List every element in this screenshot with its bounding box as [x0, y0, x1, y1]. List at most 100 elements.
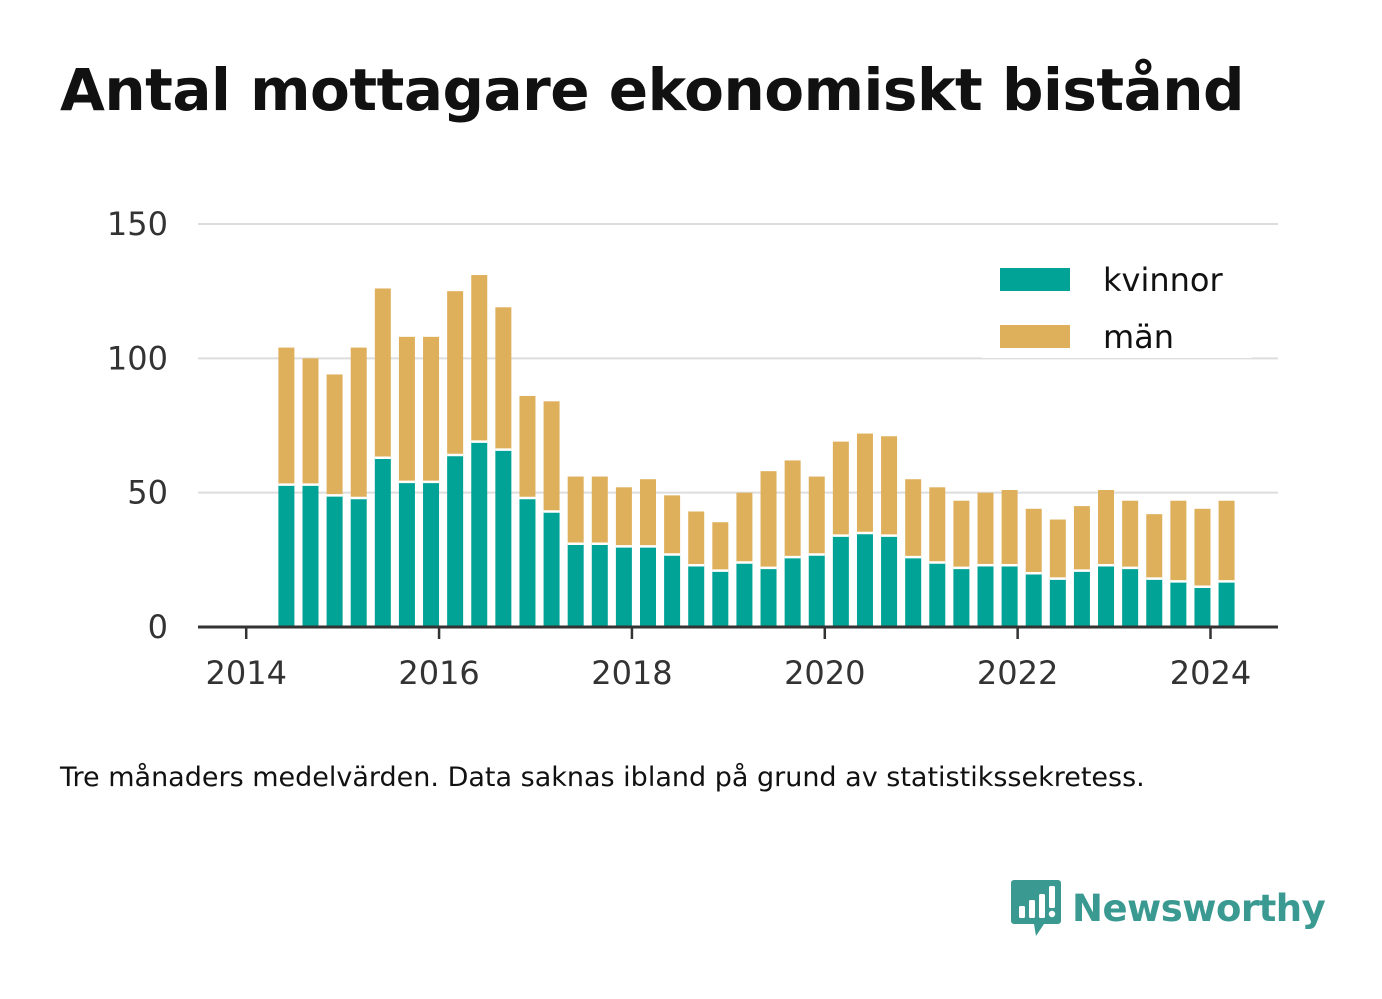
- bar-kvinnor: [423, 481, 440, 627]
- legend-label: kvinnor: [1103, 261, 1224, 299]
- bar-man: [326, 374, 343, 496]
- bar-man: [374, 288, 391, 458]
- x-tick-label: 2014: [205, 654, 286, 692]
- legend-label: män: [1103, 318, 1174, 356]
- bar-kvinnor: [374, 457, 391, 627]
- bar-kvinnor: [471, 441, 488, 627]
- bar-kvinnor: [278, 484, 295, 627]
- bar-man: [1218, 500, 1235, 582]
- bar-man: [543, 401, 560, 512]
- bar-man: [1098, 489, 1115, 566]
- bar-man: [350, 347, 367, 499]
- x-tick-label: 2022: [977, 654, 1058, 692]
- bar-kvinnor: [326, 495, 343, 627]
- bar-man: [664, 495, 681, 555]
- bar-man: [784, 460, 801, 558]
- bar-man: [953, 500, 970, 568]
- bar-man: [1194, 508, 1211, 587]
- bar-kvinnor: [302, 484, 319, 627]
- bar-kvinnor: [977, 565, 994, 627]
- bar-kvinnor: [350, 498, 367, 627]
- bar-kvinnor: [881, 535, 898, 627]
- x-tick-label: 2024: [1170, 654, 1251, 692]
- bar-kvinnor: [1146, 578, 1163, 627]
- bar-kvinnor: [784, 557, 801, 627]
- bar-man: [519, 395, 536, 499]
- bar-kvinnor: [615, 546, 632, 627]
- bar-kvinnor: [1049, 578, 1066, 627]
- bar-man: [447, 291, 464, 456]
- bar-kvinnor: [543, 511, 560, 627]
- bar-kvinnor: [591, 543, 608, 627]
- bar-man: [760, 471, 777, 568]
- bar-man: [423, 336, 440, 482]
- bar-kvinnor: [760, 567, 777, 627]
- bar-kvinnor: [712, 570, 729, 627]
- bar-man: [1049, 519, 1066, 579]
- y-tick-label: 150: [107, 205, 168, 243]
- bar-man: [1073, 506, 1090, 571]
- bar-kvinnor: [398, 481, 415, 627]
- bar-man: [832, 441, 849, 536]
- legend: kvinnor män: [982, 254, 1252, 358]
- bar-man: [1025, 508, 1042, 574]
- bar-man: [640, 479, 656, 547]
- bar-man: [808, 476, 825, 555]
- y-tick-label: 100: [107, 339, 168, 377]
- bar-kvinnor: [447, 455, 464, 627]
- bar-man: [929, 487, 946, 563]
- bar-kvinnor: [567, 543, 584, 627]
- bar-kvinnor: [1073, 570, 1090, 627]
- bars: [278, 275, 1235, 627]
- bar-man: [591, 476, 608, 544]
- bar-kvinnor: [1001, 565, 1018, 627]
- bar-man: [398, 336, 415, 482]
- bar-kvinnor: [640, 546, 656, 627]
- bar-kvinnor: [1218, 581, 1235, 627]
- bar-man: [302, 358, 319, 485]
- bar-man: [712, 522, 729, 571]
- bar-man: [856, 433, 873, 533]
- logo-text: Newsworthy: [1072, 886, 1326, 930]
- bar-man: [905, 479, 922, 558]
- x-tick-label: 2016: [398, 654, 479, 692]
- bar-man: [977, 492, 994, 566]
- bar-man: [736, 492, 753, 563]
- bar-kvinnor: [808, 554, 825, 627]
- bar-man: [471, 275, 488, 442]
- bar-kvinnor: [1194, 586, 1211, 627]
- legend-swatch: [1000, 325, 1070, 348]
- bar-man: [1001, 489, 1018, 566]
- bar-kvinnor: [832, 535, 849, 627]
- bar-kvinnor: [519, 498, 536, 627]
- bar-kvinnor: [688, 565, 705, 627]
- bar-man: [1122, 500, 1139, 568]
- footnote: Tre månaders medelvärden. Data saknas ib…: [60, 762, 1145, 793]
- bar-kvinnor: [953, 567, 970, 627]
- bar-man: [615, 487, 632, 547]
- bar-man: [495, 307, 512, 450]
- chart-title: Antal mottagare ekonomiskt bistånd: [60, 56, 1245, 124]
- bar-man: [278, 347, 295, 485]
- newsworthy-logo: Newsworthy: [1010, 878, 1326, 938]
- bar-man: [688, 511, 705, 566]
- stacked-bar-chart: 0 50 100 150 2014 2016 2018 2020 2022 2024 kvinn…: [107, 205, 1278, 692]
- bar-man: [1170, 500, 1187, 582]
- bar-kvinnor: [495, 449, 512, 627]
- bar-kvinnor: [664, 554, 681, 627]
- bar-kvinnor: [736, 562, 753, 627]
- bar-man: [1146, 514, 1163, 579]
- bar-chart-speech-bubble-icon: [1011, 880, 1061, 936]
- bar-kvinnor: [856, 532, 873, 627]
- bar-man: [567, 476, 584, 544]
- bar-kvinnor: [929, 562, 946, 627]
- axes: 2014 2016 2018 2020 2022 2024: [198, 625, 1278, 692]
- bar-kvinnor: [905, 557, 922, 627]
- y-tick-label: 0: [148, 608, 168, 646]
- y-tick-label: 50: [127, 474, 168, 512]
- bar-man: [881, 436, 898, 536]
- legend-swatch: [1000, 268, 1070, 291]
- x-tick-label: 2020: [784, 654, 865, 692]
- x-tick-label: 2018: [591, 654, 672, 692]
- bar-kvinnor: [1098, 565, 1115, 627]
